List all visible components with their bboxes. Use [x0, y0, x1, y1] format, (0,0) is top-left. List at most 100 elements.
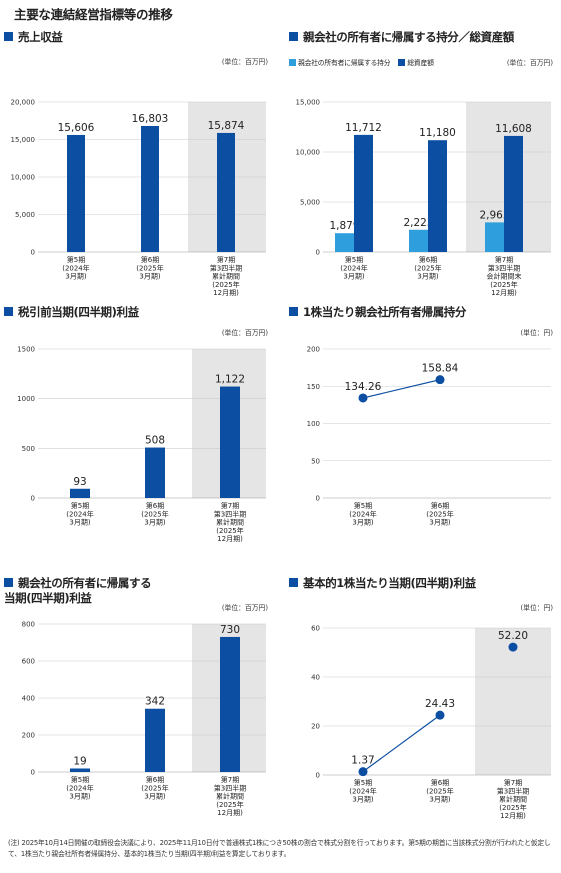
panel-title: 親会社の所有者に帰属する持分／総資産額 [289, 30, 514, 45]
legend-swatch-icon [289, 59, 296, 66]
x-category-label: 第6期(2025年 3月期) [426, 501, 454, 527]
footnote: (注) 2025年10月14日開催の取締役会決議により、2025年11月10日付… [8, 839, 551, 858]
data-label: 16,803 [132, 113, 169, 125]
data-point [508, 642, 518, 652]
bar [145, 708, 165, 772]
eps-chart: 0 20 40 60 第5期(2024年 3月期) 第6期(2025年 3月期) 第7期第3四半… [311, 625, 551, 820]
x-category-label: 第6期(2025年 3月期) [426, 778, 454, 804]
x-category-label: 第7期第3四半期累計期間(2025年 12月期) [214, 775, 246, 817]
x-category-label: 第7期第3四半期会計期間末(2025年 12月期) [487, 255, 522, 297]
y-tick-label: 150 [307, 383, 320, 391]
x-category-label: 第6期(2025年 3月期) [414, 255, 442, 281]
y-tick-label: 20 [311, 723, 320, 731]
chart-panel-bps: 1株当たり親会社所有者帰属持分 (単位：円) 0 50 100 150 200 第5期(2… [285, 303, 557, 573]
data-label: 730 [220, 624, 240, 636]
title-square-icon [289, 307, 298, 316]
data-label: 1.37 [351, 755, 374, 767]
title-square-icon [4, 307, 13, 316]
y-tick-label: 0 [31, 769, 35, 777]
panel-title: 1株当たり親会社所有者帰属持分 [289, 305, 466, 320]
chart-panel-equity-assets: 親会社の所有者に帰属する持分／総資産額 親会社の所有者に帰属する持分 総資産額 … [285, 28, 557, 298]
data-label: 52.20 [498, 630, 528, 642]
title-square-icon [4, 578, 13, 587]
y-tick-label: 100 [307, 420, 320, 428]
data-label: 1,879 [329, 220, 359, 232]
net-profit-chart: 0 200 400 600 800 第5期(2024年 3月期) 第6期(2025年 3月期) 第… [22, 621, 266, 817]
unit-label: (単位：百万円) [221, 58, 268, 66]
y-tick-label: 200 [22, 732, 35, 740]
y-tick-label: 60 [311, 625, 320, 633]
data-label: 15,874 [208, 120, 245, 132]
chart-panel-eps: 基本的1株当たり当期(四半期)利益 (単位：円) 0 20 40 60 第5期(2024… [285, 574, 557, 844]
y-tick-label: 5,000 [300, 199, 320, 207]
data-point [435, 710, 445, 720]
data-label: 15,606 [58, 122, 95, 134]
data-label: 93 [73, 476, 86, 488]
panel-title: 売上収益 [4, 30, 63, 45]
legend-item-equity: 親会社の所有者に帰属する持分 [289, 59, 391, 67]
unit-label: (単位：円) [520, 329, 554, 337]
y-tick-label: 1000 [17, 395, 35, 403]
y-tick-label: 0 [316, 495, 320, 503]
revenue-chart: 0 5,000 10,000 15,000 20,000 第5期(2024年 3月期) 第6期… [11, 99, 266, 297]
bar [220, 636, 240, 772]
bar [145, 447, 165, 498]
bar-equity [409, 229, 428, 252]
bar [70, 488, 90, 498]
data-point [358, 767, 368, 777]
data-label: 342 [145, 696, 165, 708]
bar [70, 768, 90, 772]
x-category-label: 第7期第3四半期累計期間(2025年 12月期) [497, 778, 529, 820]
y-tick-label: 5,000 [15, 211, 35, 219]
highlight-band [475, 628, 551, 775]
y-tick-label: 0 [316, 249, 320, 257]
bar-total-assets [354, 134, 373, 252]
legend-swatch-icon [398, 59, 406, 66]
unit-label: (単位：百万円) [221, 604, 268, 612]
data-point [358, 393, 368, 403]
x-category-label: 第6期(2025年 3月期) [136, 255, 164, 281]
y-tick-label: 1500 [17, 346, 35, 354]
data-label: 11,608 [495, 123, 532, 135]
y-tick-label: 500 [22, 445, 35, 453]
bar [217, 132, 235, 252]
legend-item-total-assets: 総資産額 [398, 59, 434, 67]
y-tick-label: 0 [316, 772, 320, 780]
y-tick-label: 800 [22, 621, 35, 629]
x-category-label: 第5期(2024年 3月期) [349, 778, 377, 804]
series-line [362, 379, 441, 399]
series-line [362, 714, 441, 773]
legend: 親会社の所有者に帰属する持分 総資産額 [289, 57, 440, 67]
bar [141, 125, 159, 252]
panel-title: 基本的1株当たり当期(四半期)利益 [289, 576, 476, 591]
unit-label: (単位：円) [520, 604, 554, 612]
data-label: 11,712 [345, 122, 382, 134]
y-tick-label: 0 [31, 249, 35, 257]
data-label: 2,963 [479, 209, 509, 221]
x-category-label: 第7期第3四半期累計期間(2025年 12月期) [214, 501, 246, 543]
y-tick-label: 40 [311, 674, 320, 682]
y-tick-label: 0 [31, 495, 35, 503]
page-title: 主要な連結経営指標等の推移 [14, 7, 173, 22]
y-tick-label: 15,000 [11, 136, 36, 144]
data-label: 134.26 [345, 381, 382, 393]
y-tick-label: 400 [22, 695, 35, 703]
y-tick-label: 600 [22, 658, 35, 666]
data-label: 24.43 [425, 698, 455, 710]
unit-label: (単位：百万円) [506, 59, 553, 67]
data-label: 1,122 [215, 374, 245, 386]
data-label: 11,180 [419, 127, 456, 139]
x-category-label: 第5期(2024年 3月期) [66, 501, 94, 527]
unit-label: (単位：百万円) [221, 329, 268, 337]
y-tick-label: 10,000 [11, 174, 36, 182]
panel-title: 税引前当期(四半期)利益 [4, 305, 139, 320]
x-category-label: 第5期(2024年 3月期) [349, 501, 377, 527]
x-category-label: 第7期第3四半期累計期間(2025年 12月期) [210, 255, 242, 297]
data-label: 2,223 [403, 217, 433, 229]
y-tick-label: 15,000 [296, 99, 321, 107]
pretax-profit-chart: 0 500 1000 1500 第5期(2024年 3月期) 第6期(2025年 3月期) 第7… [17, 346, 266, 543]
panel-title: 親会社の所有者に帰属する 当期(四半期)利益 [4, 576, 152, 605]
chart-panel-pretax-profit: 税引前当期(四半期)利益 (単位：百万円) 0 500 1000 1500 第5期(20… [0, 303, 272, 573]
x-category-label: 第6期(2025年 3月期) [141, 775, 169, 801]
data-label: 508 [145, 435, 165, 447]
